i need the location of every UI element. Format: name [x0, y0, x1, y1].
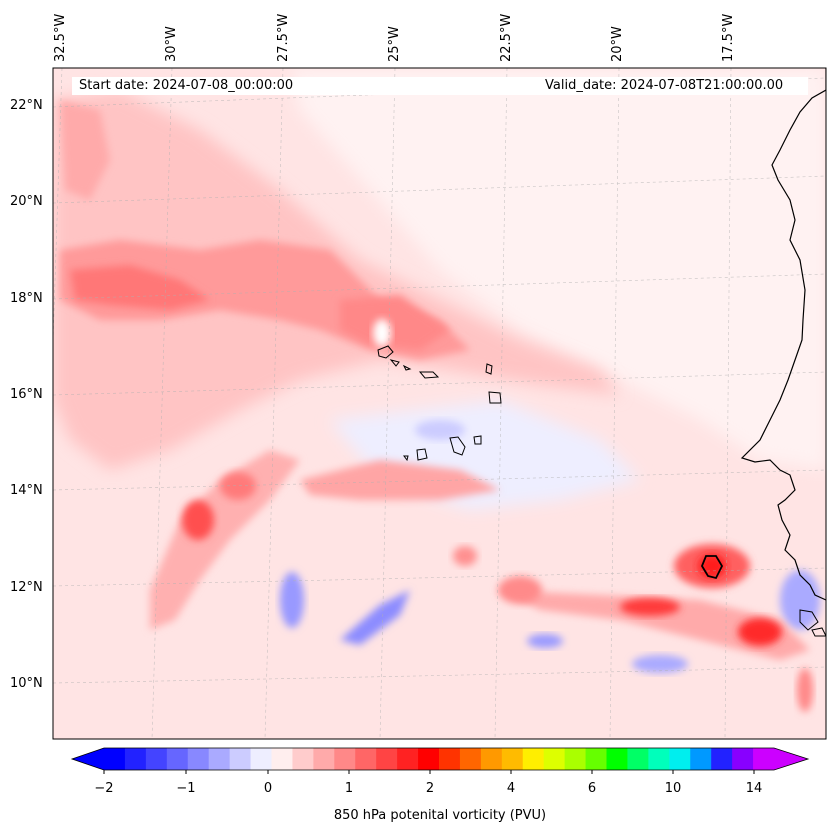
colorbar-swatch: [145, 748, 168, 770]
colorbar-extend-high: [774, 748, 808, 770]
colorbar-swatch: [627, 748, 649, 770]
longitude-label: 30°W: [164, 26, 179, 62]
colorbar-swatch: [564, 748, 587, 770]
pv-patch-south-1: [498, 576, 542, 604]
graticule: [53, 68, 826, 739]
pv-maximum-southwest: [182, 500, 214, 540]
colorbar-swatch: [208, 748, 231, 770]
colorbar-swatch: [229, 748, 252, 770]
pv-filament-central: [300, 460, 500, 500]
pv-band-northwest-strong: [70, 265, 210, 310]
pv-maximum-southeast-3: [738, 618, 782, 646]
colorbar-tick-label: 4: [506, 781, 516, 796]
colorbar-extend-low: [72, 748, 104, 770]
colorbar-swatch: [334, 748, 356, 770]
pv-negative-streak-4: [632, 655, 688, 673]
colorbar-swatch: [753, 748, 775, 770]
colorbar-swatch: [124, 748, 147, 770]
colorbar-tick-label: 1: [344, 781, 354, 796]
colorbar-swatch: [522, 748, 545, 770]
colorbar-tick-label: −1: [176, 781, 196, 796]
pv-contour-closed: [700, 555, 724, 580]
latitude-label: 14°N: [10, 483, 43, 498]
colorbar-swatch: [669, 748, 691, 770]
latitude-label: 22°N: [10, 98, 43, 113]
colorbar-swatch: [376, 748, 398, 770]
colorbar-swatch: [418, 748, 440, 770]
colorbar-swatch: [606, 748, 628, 770]
africa-coast-islands: [799, 609, 826, 637]
colorbar-swatch: [187, 748, 210, 770]
colorbar-swatch: [585, 748, 607, 770]
longitude-label: 25°W: [387, 26, 402, 62]
start-date-label: Start date: 2024-07-08_00:00:00: [79, 78, 294, 93]
pv-patch-west: [60, 100, 110, 200]
colorbar-tick-label: 2: [425, 781, 435, 796]
colorbar-swatch: [439, 748, 461, 770]
colorbar-tick-label: 10: [664, 781, 682, 796]
colorbar-swatch: [732, 748, 754, 770]
pv-minimum-cape-verde: [373, 319, 391, 347]
pv-patch-south-2: [453, 546, 477, 566]
latitude-label: 10°N: [10, 676, 43, 691]
colorbar-swatch: [397, 748, 419, 770]
cape-verde-islands: [377, 345, 502, 462]
colorbar-swatch: [104, 748, 126, 770]
latitude-label: 12°N: [10, 580, 43, 595]
colorbar-swatch: [313, 748, 335, 770]
colorbar-swatch: [690, 748, 712, 770]
colorbar-title: 850 hPa potenital vorticity (PVU): [333, 808, 547, 823]
pv-negative-streak-1: [280, 572, 304, 628]
longitude-label: 32.5°W: [53, 13, 68, 62]
africa-coastline: [740, 68, 826, 601]
colorbar-tick-label: −2: [94, 781, 114, 796]
colorbar-swatch: [480, 748, 503, 770]
pv-band-southeast: [500, 590, 810, 660]
colorbar: [70, 747, 810, 774]
longitude-label: 20°W: [610, 26, 625, 62]
colorbar-swatch: [166, 748, 189, 770]
colorbar-tick-label: 14: [745, 781, 763, 796]
longitude-label: 17.5°W: [721, 13, 736, 62]
pv-filament-southwest: [150, 450, 300, 630]
valid-date-label: Valid_date: 2024-07-08T21:00:00.00: [545, 78, 784, 93]
colorbar-swatch: [711, 748, 733, 770]
pv-negative-streak-2: [340, 590, 410, 645]
colorbar-swatch: [292, 748, 314, 770]
latitude-label: 18°N: [10, 291, 43, 306]
map-frame: [52, 67, 827, 740]
colorbar-swatch: [250, 748, 272, 770]
colorbar-swatch: [648, 748, 670, 770]
pv-region-low-north: [290, 68, 826, 470]
colorbar-swatch: [543, 748, 566, 770]
pv-maximum-southwest-2: [220, 472, 256, 500]
colorbar-swatch: [355, 748, 377, 770]
longitude-label: 27.5°W: [276, 13, 291, 62]
pv-maximum-east-edge: [797, 668, 813, 712]
latitude-label: 20°N: [10, 194, 43, 209]
colorbar-swatch: [459, 748, 482, 770]
colorbar-tick-label: 0: [263, 781, 273, 796]
latitude-label: 16°N: [10, 387, 43, 402]
pv-patch-cape-verde-north: [340, 295, 450, 350]
pv-field: [53, 68, 826, 739]
longitude-label: 22.5°W: [499, 13, 514, 62]
colorbar-tick-label: 6: [587, 781, 597, 796]
pv-negative-streak-3: [527, 634, 563, 648]
pv-maximum-southeast-2: [620, 598, 680, 616]
colorbar-swatch: [501, 748, 524, 770]
colorbar-swatch: [271, 748, 293, 770]
info-bar: [72, 77, 808, 95]
pv-negative-streak-5: [415, 420, 465, 440]
